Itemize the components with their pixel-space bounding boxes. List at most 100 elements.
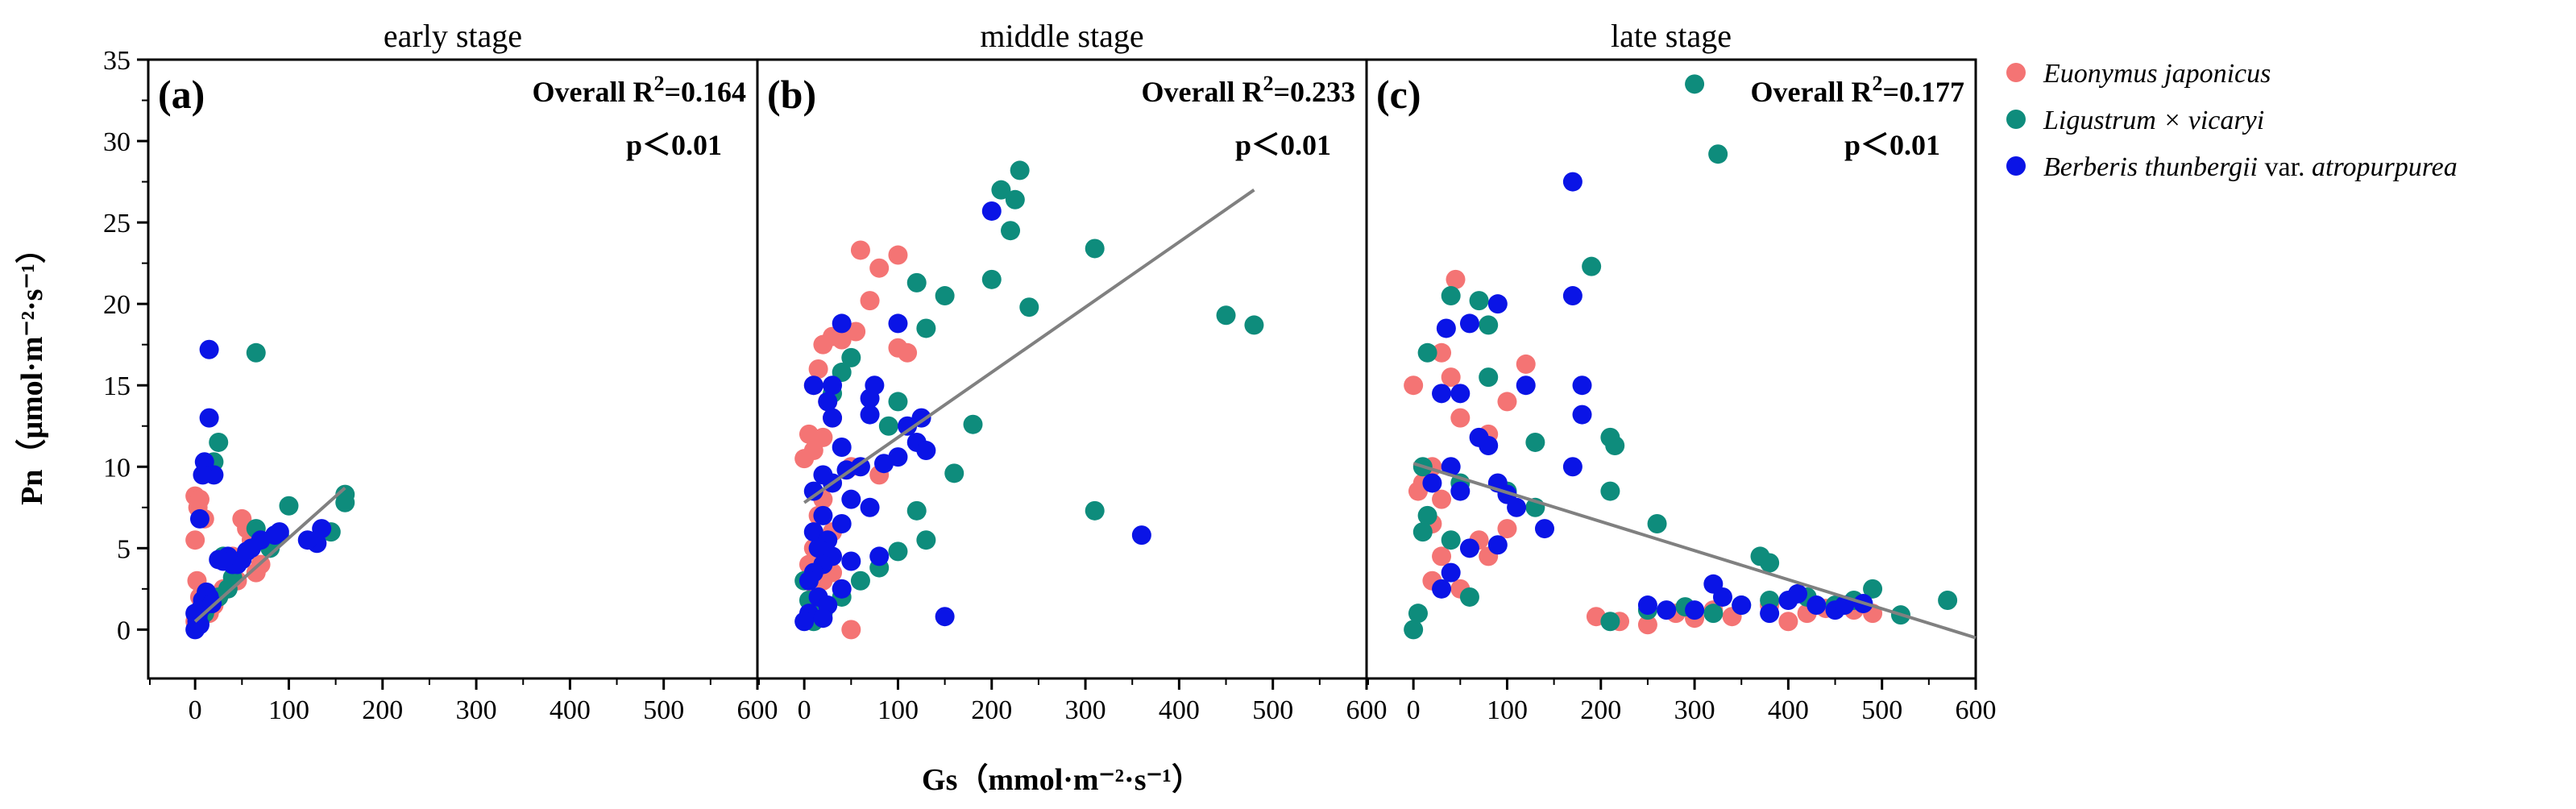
- data-point-berberis: [841, 551, 861, 571]
- data-point-berberis: [1637, 595, 1657, 616]
- data-point-euonymus: [1637, 615, 1657, 635]
- data-point-berberis: [1487, 294, 1508, 314]
- data-point-berberis: [1131, 525, 1151, 546]
- data-point-berberis: [803, 481, 823, 501]
- data-point-berberis: [1572, 375, 1592, 396]
- data-point-berberis: [1422, 473, 1442, 493]
- data-point-berberis: [1760, 604, 1780, 624]
- data-point-berberis: [888, 313, 908, 334]
- data-point-ligustrum: [888, 392, 908, 412]
- data-point-ligustrum: [1001, 221, 1021, 241]
- data-point-ligustrum: [1525, 432, 1545, 452]
- data-point-berberis: [1487, 535, 1508, 555]
- data-point-ligustrum: [246, 342, 266, 363]
- data-point-ligustrum: [1010, 160, 1030, 180]
- data-point-berberis: [898, 416, 918, 436]
- data-point-ligustrum: [1441, 530, 1461, 550]
- x-tick-label: 600: [737, 695, 778, 725]
- data-point-euonymus: [1432, 489, 1452, 509]
- data-point-ligustrum: [906, 272, 927, 292]
- panel-frame: [1365, 58, 1977, 680]
- trend-line: [803, 189, 1255, 504]
- data-point-berberis: [916, 441, 936, 461]
- data-point-ligustrum: [1408, 604, 1428, 624]
- panel-letter: (a): [158, 72, 205, 117]
- data-point-berberis: [1450, 481, 1471, 501]
- x-tick-label: 0: [1407, 695, 1421, 725]
- data-point-berberis: [312, 519, 332, 539]
- data-point-berberis: [832, 514, 852, 533]
- x-tick-label: 200: [1580, 695, 1621, 725]
- data-point-berberis: [1441, 562, 1461, 583]
- data-point-ligustrum: [1216, 305, 1236, 326]
- data-point-berberis: [860, 404, 880, 425]
- panel-title: early stage: [384, 18, 522, 54]
- data-point-euonymus: [246, 562, 266, 583]
- data-point-euonymus: [1441, 367, 1461, 388]
- data-point-berberis: [1712, 587, 1732, 607]
- data-point-ligustrum: [935, 286, 955, 306]
- data-point-berberis: [1516, 375, 1536, 396]
- data-point-euonymus: [1432, 546, 1452, 566]
- y-tick-label: 10: [103, 453, 131, 483]
- data-point-berberis: [1732, 595, 1752, 616]
- data-point-berberis: [1479, 435, 1499, 455]
- trend-line: [1412, 462, 1977, 640]
- data-point-ligustrum: [916, 318, 936, 338]
- data-point-euonymus: [808, 359, 828, 379]
- x-tick-label: 500: [1861, 695, 1902, 725]
- data-point-ligustrum: [1085, 500, 1105, 521]
- data-point-euonymus: [898, 342, 918, 363]
- x-axis-title: Gs（mmol·m⁻²·s⁻¹）: [922, 763, 1202, 797]
- data-point-ligustrum: [888, 541, 908, 562]
- r-squared-text: Overall R2=0.164: [533, 72, 746, 108]
- data-point-ligustrum: [963, 414, 983, 434]
- x-tick-label: 500: [1252, 695, 1293, 725]
- data-point-ligustrum: [1441, 286, 1461, 306]
- x-tick-label: 600: [1346, 695, 1388, 725]
- panel-early-stage: early stage 0 100 200 300 400 500 600 (a) Overall…: [147, 18, 778, 725]
- data-point-berberis: [209, 550, 229, 570]
- data-point-ligustrum: [1863, 579, 1883, 599]
- x-tick-label: 400: [1768, 695, 1809, 725]
- data-point-berberis: [1807, 595, 1827, 616]
- x-tick-label: 0: [798, 695, 811, 725]
- data-point-euonymus: [185, 530, 205, 550]
- data-point-ligustrum: [1005, 189, 1025, 210]
- data-point-berberis: [818, 392, 838, 412]
- data-point-ligustrum: [1469, 291, 1489, 311]
- data-point-euonymus: [850, 240, 870, 260]
- legend-marker-ligustrum: [2006, 110, 2026, 129]
- y-tick-label: 15: [103, 371, 131, 401]
- y-tick-label: 25: [103, 209, 131, 239]
- data-point-berberis: [297, 530, 317, 550]
- x-tick-label: 100: [268, 695, 309, 725]
- data-point-ligustrum: [1412, 522, 1433, 542]
- data-point-ligustrum: [906, 500, 927, 521]
- data-point-ligustrum: [1760, 553, 1780, 573]
- data-point-berberis: [832, 438, 852, 458]
- p-value-text: p＜0.01: [626, 129, 722, 161]
- data-point-ligustrum: [1404, 620, 1424, 640]
- data-point-euonymus: [1497, 519, 1517, 539]
- y-tick-label: 30: [103, 127, 131, 157]
- data-point-euonymus: [1516, 354, 1536, 374]
- panel-late-stage: late stage 0 100 200 300 400 500 600 (c) Overall …: [1365, 18, 1997, 725]
- data-point-berberis: [1788, 583, 1808, 604]
- data-point-berberis: [803, 522, 823, 542]
- data-point-euonymus: [1404, 375, 1424, 396]
- data-point-ligustrum: [944, 463, 964, 483]
- data-point-euonymus: [813, 334, 833, 355]
- data-point-berberis: [1562, 286, 1583, 306]
- r-squared-text: Overall R2=0.233: [1142, 72, 1355, 108]
- data-point-euonymus: [1408, 481, 1428, 501]
- data-point-ligustrum: [850, 570, 870, 591]
- data-point-berberis: [1507, 497, 1527, 517]
- panel-letter: (b): [767, 72, 816, 117]
- data-point-berberis: [1685, 600, 1705, 620]
- scatter-points: [794, 160, 1264, 640]
- data-point-berberis: [193, 465, 213, 485]
- y-axis: 0 5 10 15 20 25 30 35: [103, 46, 148, 645]
- legend: Euonymus japonicus Ligustrum × vicaryi Ber…: [2006, 59, 2458, 182]
